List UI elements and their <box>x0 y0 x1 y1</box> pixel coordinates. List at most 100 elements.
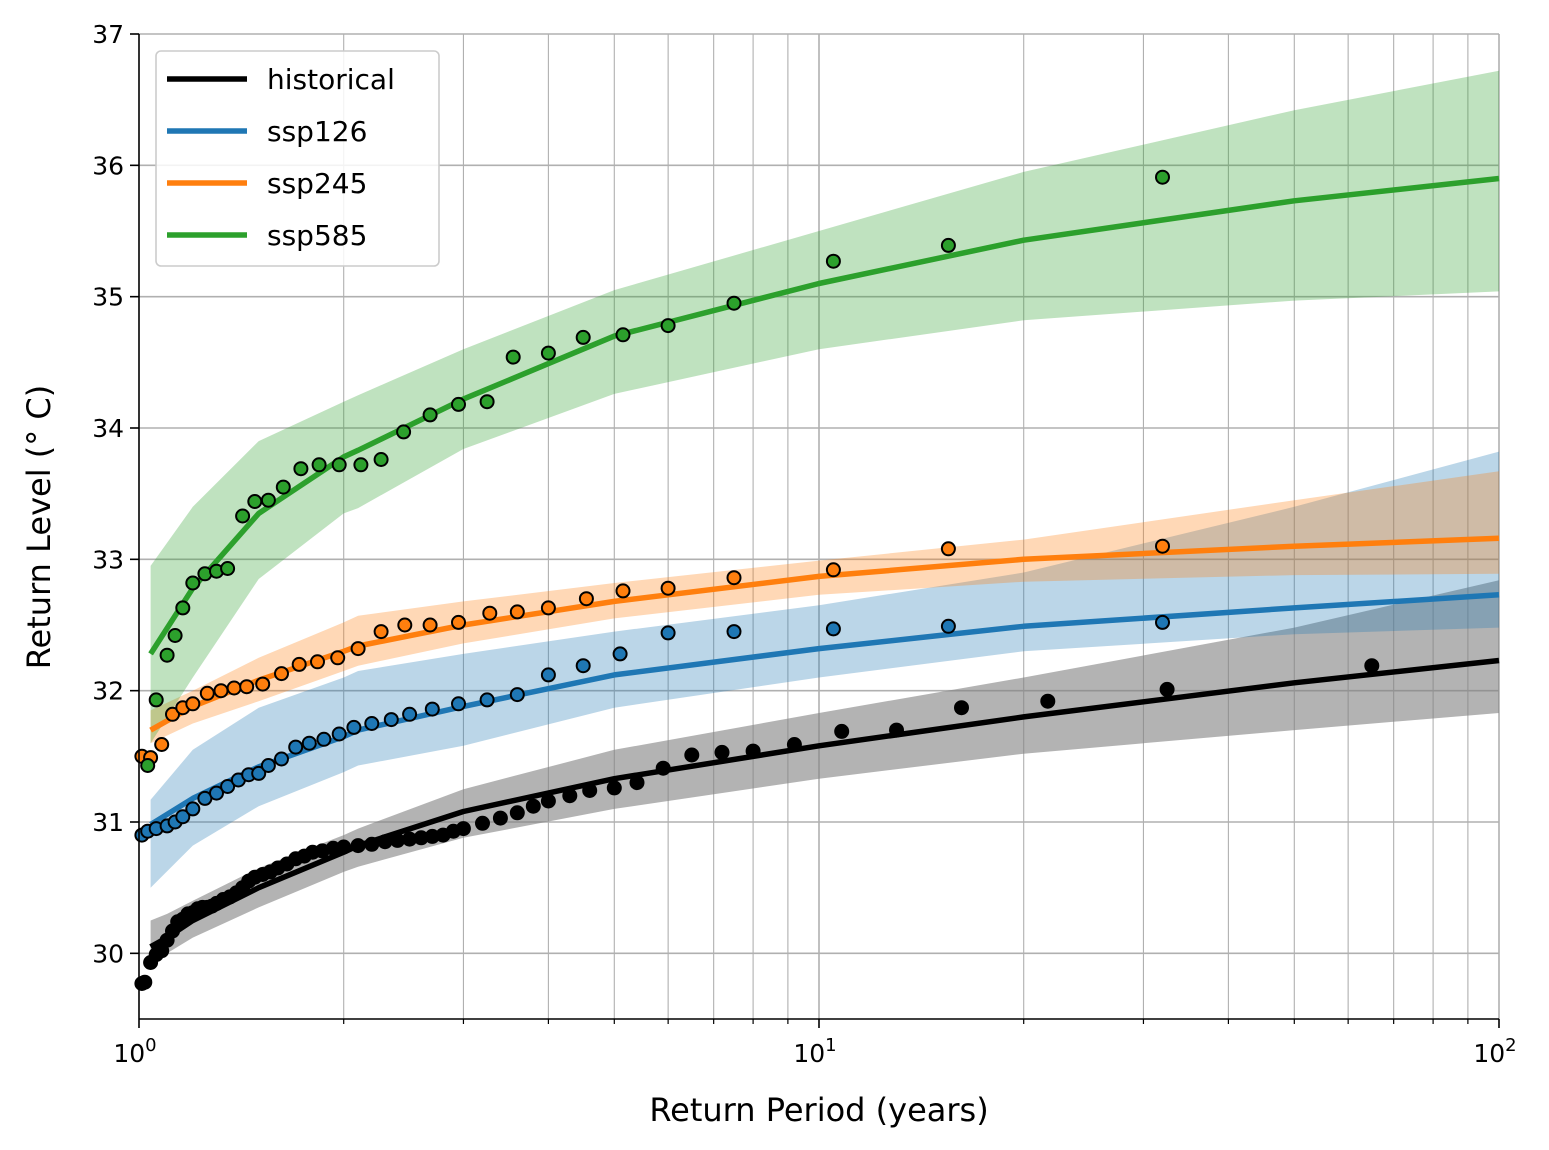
historical-point <box>562 788 578 804</box>
legend-label-ssp585: ssp585 <box>267 219 367 252</box>
ssp585-point <box>140 758 156 773</box>
x-tick-label: 101 <box>793 1035 836 1068</box>
historical-point <box>1159 681 1175 697</box>
historical-point <box>834 723 850 739</box>
historical-point <box>582 783 598 798</box>
historical-point <box>655 760 671 776</box>
ssp585-point <box>505 349 521 365</box>
ssp585-point <box>220 561 236 576</box>
ssp585-point <box>311 457 327 473</box>
historical-point <box>606 780 622 796</box>
ssp245-point <box>165 706 180 722</box>
y-axis-title: Return Level (° C) <box>20 385 58 669</box>
historical-point <box>455 821 471 837</box>
ssp126-point <box>331 726 347 742</box>
historical-point <box>509 805 525 821</box>
ssp126-point <box>509 687 525 703</box>
ssp126-point <box>274 751 289 767</box>
legend: historical ssp126 ssp245 ssp585 <box>155 50 440 267</box>
historical-point <box>475 815 490 831</box>
ssp126-point <box>575 658 591 674</box>
historical-point <box>377 834 393 850</box>
ssp585-point <box>331 457 347 473</box>
ssp585-point <box>575 329 591 345</box>
ssp245-point <box>330 650 346 666</box>
historical-point <box>525 798 541 814</box>
ssp126-point <box>451 696 466 712</box>
ssp585-point <box>373 452 389 467</box>
historical-point <box>390 832 405 848</box>
ssp585-point <box>247 494 263 509</box>
ssp245-point <box>482 605 498 621</box>
ssp245-point <box>1155 538 1170 554</box>
ssp585-point <box>825 253 841 269</box>
ssp126-point <box>175 809 191 825</box>
ssp245-point <box>660 580 676 596</box>
ssp126-point <box>288 739 304 755</box>
ssp126-point <box>316 731 332 747</box>
ssp585-point <box>260 492 276 508</box>
ssp126-point <box>220 779 236 794</box>
ssp585-point <box>293 461 309 477</box>
ssp585-point <box>660 318 676 334</box>
ssp245-point <box>940 541 956 557</box>
ssp245-point <box>615 583 631 599</box>
ssp126-point <box>402 706 418 722</box>
x-tick-label: 102 <box>1473 1035 1516 1068</box>
legend-label-historical: historical <box>267 63 395 96</box>
historical-point <box>137 974 153 990</box>
ssp126-point <box>209 785 224 801</box>
y-tick-label: 30 <box>92 939 124 968</box>
historical-point <box>889 722 904 738</box>
legend-label-ssp245: ssp245 <box>267 167 367 200</box>
ssp585-point <box>396 424 412 440</box>
y-tick-label: 36 <box>92 151 124 180</box>
historical-point <box>350 838 366 854</box>
ssp585-point <box>235 508 251 524</box>
ssp126-point <box>301 735 317 751</box>
ssp126-point <box>726 624 742 640</box>
ssp126-confidence-band <box>150 451 1500 888</box>
historical-point <box>714 744 730 760</box>
ssp245-point <box>578 591 594 607</box>
y-tick-label: 35 <box>92 283 124 312</box>
historical-point <box>1364 658 1380 674</box>
ssp126-point <box>540 667 556 683</box>
ssp126-point <box>424 701 440 717</box>
historical-point <box>629 775 645 791</box>
ssp126-point <box>364 716 380 731</box>
historical-point <box>684 747 700 763</box>
ssp245-point <box>199 685 215 701</box>
ssp245-point <box>255 676 271 692</box>
ssp245-point <box>274 666 289 682</box>
ssp585-point <box>167 628 183 643</box>
ssp245-point <box>509 604 525 620</box>
ssp245-point <box>397 617 413 633</box>
ssp245-point <box>373 624 389 640</box>
ssp585-point <box>275 479 291 495</box>
ssp245-point <box>422 617 438 633</box>
x-axis-title: Return Period (years) <box>649 1091 988 1129</box>
ssp585-point <box>185 575 201 591</box>
ssp245-point <box>291 656 307 672</box>
ssp585-point <box>148 692 164 708</box>
ssp245-point <box>726 570 742 586</box>
ssp126-point <box>251 765 267 781</box>
ssp585-point <box>940 237 956 253</box>
ssp126-point <box>479 692 495 708</box>
ssp126-point <box>185 801 201 817</box>
ssp245-point <box>185 696 201 712</box>
ssp126-point <box>660 625 676 641</box>
ssp585-point <box>422 407 438 423</box>
ssp245-point <box>213 683 229 699</box>
ssp126-point <box>1155 614 1170 630</box>
ssp585-point <box>615 327 631 343</box>
historical-confidence-band <box>150 580 1500 967</box>
ssp585-confidence-band <box>150 70 1500 744</box>
x-tick-label: 100 <box>113 1035 156 1068</box>
y-tick-label: 31 <box>92 808 124 837</box>
y-tick-label: 34 <box>92 414 124 443</box>
legend-label-ssp126: ssp126 <box>267 115 367 148</box>
historical-point <box>745 743 761 759</box>
